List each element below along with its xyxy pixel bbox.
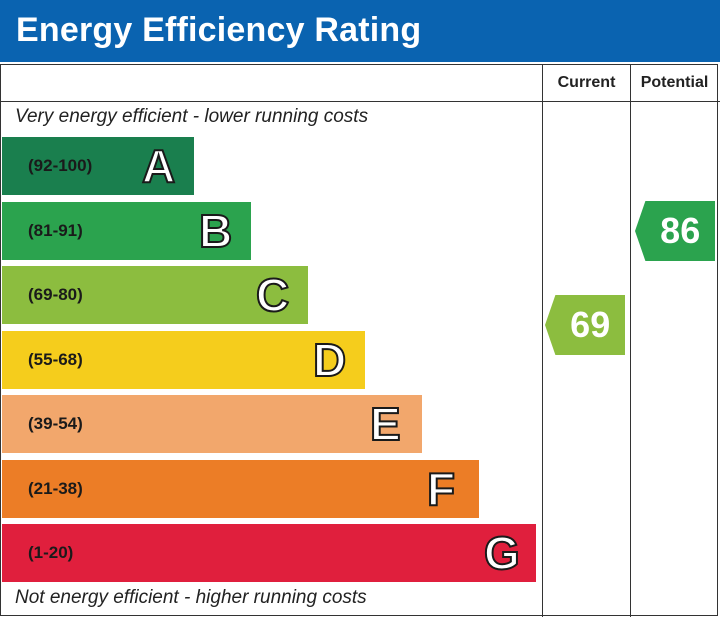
band-range-label: (69-80): [28, 285, 83, 304]
column-divider-potential: [630, 64, 631, 617]
title-bar: Energy Efficiency Rating: [0, 0, 720, 62]
band-letter: C: [255, 268, 290, 322]
potential-column-header: Potential: [640, 74, 709, 91]
band-f: (21-38) F: [2, 460, 479, 518]
current-rating-value: 69: [570, 304, 611, 345]
band-letter: E: [369, 397, 402, 451]
band-e: (39-54) E: [2, 395, 422, 453]
band-letter: G: [483, 526, 521, 580]
band-letter: F: [426, 462, 456, 516]
chart-title: Energy Efficiency Rating: [16, 11, 422, 49]
top-caption: Very energy efficient - lower running co…: [15, 106, 369, 127]
band-g: (1-20) G: [2, 524, 536, 582]
band-letter: D: [312, 333, 347, 387]
band-range-label: (21-38): [28, 479, 83, 498]
band-range-label: (1-20): [28, 543, 74, 562]
potential-rating-arrow: 86: [635, 201, 715, 261]
potential-rating-value: 86: [660, 210, 701, 251]
band-range-label: (39-54): [28, 414, 83, 433]
current-column-header: Current: [557, 74, 616, 91]
header-divider: [0, 101, 720, 102]
bottom-caption: Not energy efficient - higher running co…: [15, 587, 367, 608]
band-range-label: (81-91): [28, 221, 83, 240]
band-b: (81-91) B: [2, 202, 251, 260]
band-range-label: (92-100): [28, 156, 93, 175]
band-letter: B: [198, 204, 233, 258]
band-a: (92-100) A: [2, 137, 194, 195]
chart-frame: [0, 64, 718, 616]
band-c: (69-80) C: [2, 266, 308, 324]
band-d: (55-68) D: [2, 331, 365, 389]
current-rating-arrow: 69: [545, 295, 625, 355]
column-divider-current: [542, 64, 543, 617]
band-letter: A: [141, 139, 176, 193]
band-range-label: (55-68): [28, 350, 83, 369]
